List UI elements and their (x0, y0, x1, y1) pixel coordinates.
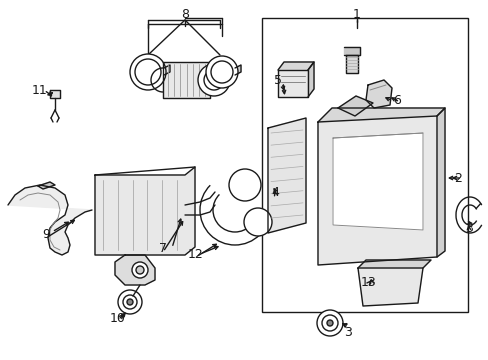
Polygon shape (115, 255, 155, 285)
Polygon shape (337, 96, 372, 116)
Polygon shape (278, 70, 307, 97)
Text: 9: 9 (42, 229, 50, 242)
Text: 1: 1 (352, 8, 360, 21)
Circle shape (316, 310, 342, 336)
Circle shape (118, 290, 142, 314)
Circle shape (135, 59, 161, 85)
Text: 13: 13 (360, 275, 376, 288)
Polygon shape (332, 133, 422, 230)
Circle shape (132, 262, 148, 278)
Circle shape (228, 169, 261, 201)
Polygon shape (357, 260, 430, 268)
Circle shape (326, 320, 332, 326)
Polygon shape (267, 118, 305, 233)
Circle shape (203, 70, 224, 90)
Circle shape (127, 299, 133, 305)
Polygon shape (50, 90, 60, 98)
Text: 3: 3 (344, 325, 351, 338)
Text: 7: 7 (159, 242, 167, 255)
Polygon shape (436, 108, 444, 257)
Text: 11: 11 (32, 84, 48, 96)
Circle shape (210, 61, 232, 83)
Text: 10: 10 (110, 311, 126, 324)
Polygon shape (365, 80, 391, 108)
Circle shape (130, 54, 165, 90)
Polygon shape (317, 108, 444, 122)
Polygon shape (317, 116, 436, 265)
Circle shape (136, 266, 143, 274)
Polygon shape (307, 62, 313, 97)
Text: 8: 8 (181, 8, 189, 21)
Polygon shape (163, 62, 209, 98)
Polygon shape (343, 47, 359, 55)
Text: 3: 3 (464, 221, 472, 234)
Text: 6: 6 (392, 94, 400, 107)
Polygon shape (357, 268, 422, 306)
Polygon shape (8, 185, 92, 255)
Polygon shape (346, 55, 357, 73)
Polygon shape (95, 167, 195, 255)
Text: 2: 2 (453, 171, 461, 184)
Polygon shape (278, 62, 313, 70)
Polygon shape (163, 65, 170, 75)
Text: 4: 4 (270, 185, 278, 198)
Bar (262, 18, 467, 312)
Polygon shape (235, 65, 241, 75)
Polygon shape (38, 182, 55, 189)
Circle shape (198, 64, 229, 96)
Circle shape (123, 295, 137, 309)
Circle shape (321, 315, 337, 331)
Text: 5: 5 (273, 73, 282, 86)
Circle shape (244, 208, 271, 236)
Text: 12: 12 (188, 248, 203, 261)
Circle shape (205, 56, 238, 88)
